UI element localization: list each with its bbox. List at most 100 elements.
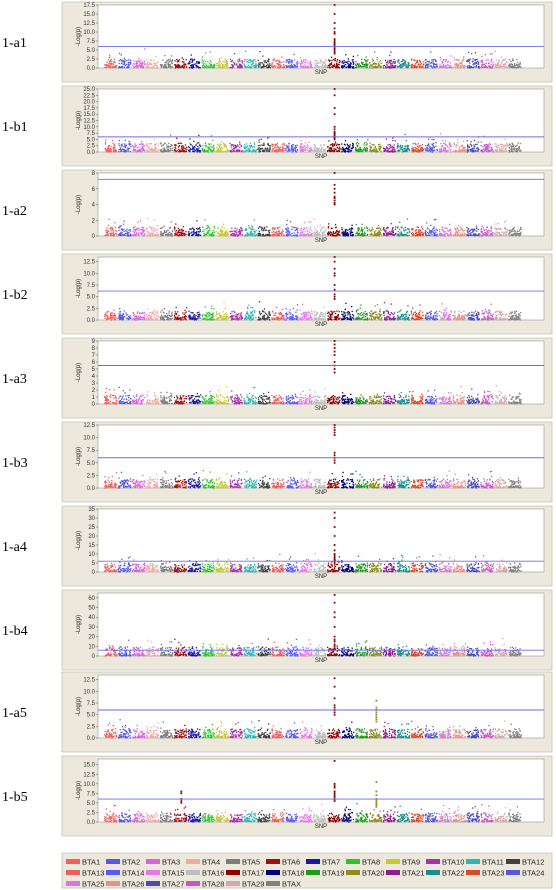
- snp-point: [416, 235, 418, 237]
- snp-point: [371, 234, 373, 236]
- snp-point: [219, 66, 221, 68]
- snp-point: [394, 62, 396, 64]
- snp-point: [191, 58, 193, 60]
- snp-point: [259, 150, 262, 152]
- snp-point: [407, 146, 409, 148]
- snp-point: [123, 150, 125, 153]
- snp-point: [436, 64, 438, 66]
- snp-point: [508, 143, 510, 145]
- snp-point: [207, 147, 209, 149]
- snp-point: [436, 234, 439, 236]
- snp-point: [276, 142, 279, 145]
- snp-point: [364, 150, 366, 152]
- snp-point: [140, 228, 142, 231]
- snp-point: [466, 233, 469, 236]
- snp-point: [355, 60, 357, 63]
- snp-point: [235, 235, 237, 237]
- snp-point: [512, 148, 514, 150]
- snp-point: [438, 233, 441, 235]
- snp-point: [333, 232, 335, 235]
- snp-point: [150, 63, 152, 66]
- snp-point: [495, 63, 497, 65]
- snp-point: [245, 66, 247, 69]
- snp-point: [160, 232, 162, 235]
- snp-point: [134, 145, 136, 148]
- snp-point: [330, 232, 332, 234]
- snp-point: [118, 149, 120, 151]
- snp-point: [461, 227, 463, 230]
- snp-point: [274, 234, 276, 236]
- snp-point: [145, 66, 148, 69]
- snp-point: [347, 62, 349, 65]
- snp-point: [193, 66, 195, 68]
- snp-point: [508, 65, 510, 68]
- snp-point: [481, 55, 483, 58]
- snp-point: [431, 61, 433, 63]
- snp-point: [414, 150, 416, 152]
- snp-point: [520, 226, 522, 228]
- snp-point: [119, 233, 122, 235]
- snp-point: [487, 145, 489, 147]
- snp-point: [182, 61, 185, 63]
- snp-point: [334, 57, 337, 60]
- snp-point: [511, 149, 513, 151]
- snp-point: [419, 61, 421, 64]
- snp-point: [209, 229, 211, 231]
- snp-point: [249, 61, 251, 64]
- snp-point: [352, 55, 354, 58]
- snp-point: [434, 229, 436, 232]
- snp-point: [455, 62, 457, 65]
- snp-point: [143, 235, 145, 237]
- snp-point: [432, 144, 434, 146]
- snp-point: [135, 64, 138, 66]
- snp-point: [287, 233, 289, 235]
- snp-point: [222, 233, 224, 235]
- snp-point: [224, 233, 227, 236]
- snp-point: [446, 144, 448, 146]
- snp-point: [278, 67, 281, 69]
- snp-point: [276, 232, 278, 234]
- snp-point: [498, 231, 500, 234]
- snp-point: [275, 149, 277, 152]
- snp-point: [248, 225, 250, 227]
- snp-point: [477, 63, 480, 65]
- snp-point: [506, 230, 508, 232]
- snp-point: [287, 61, 289, 63]
- snp-point: [328, 140, 330, 142]
- snp-point: [210, 67, 212, 69]
- snp-point: [375, 233, 377, 235]
- snp-point: [452, 66, 454, 69]
- snp-point: [196, 62, 198, 64]
- snp-point: [378, 235, 380, 237]
- snp-point: [348, 66, 351, 68]
- snp-point: [352, 67, 354, 69]
- snp-point: [380, 234, 382, 236]
- snp-point: [139, 143, 141, 146]
- snp-point: [498, 60, 500, 63]
- snp-point: [160, 227, 162, 229]
- snp-point: [175, 65, 177, 68]
- snp-point: [241, 149, 243, 152]
- snp-point: [417, 64, 419, 66]
- snp-point: [210, 150, 212, 152]
- snp-point: [352, 61, 354, 63]
- snp-point: [155, 148, 157, 150]
- snp-point: [280, 66, 282, 68]
- snp-point: [400, 66, 402, 68]
- snp-point: [199, 145, 202, 147]
- snp-point: [148, 226, 150, 228]
- snp-point: [156, 224, 158, 227]
- snp-point: [392, 151, 394, 153]
- snp-point: [392, 230, 395, 232]
- snp-point: [142, 149, 145, 151]
- snp-point: [335, 144, 338, 146]
- snp-point: [105, 232, 107, 234]
- snp-point: [268, 144, 270, 147]
- snp-point: [268, 148, 270, 151]
- y-tick-label: 20.0: [83, 100, 95, 106]
- snp-point: [291, 228, 293, 231]
- snp-point: [361, 62, 363, 65]
- snp-point: [132, 227, 134, 229]
- snp-point: [126, 233, 128, 235]
